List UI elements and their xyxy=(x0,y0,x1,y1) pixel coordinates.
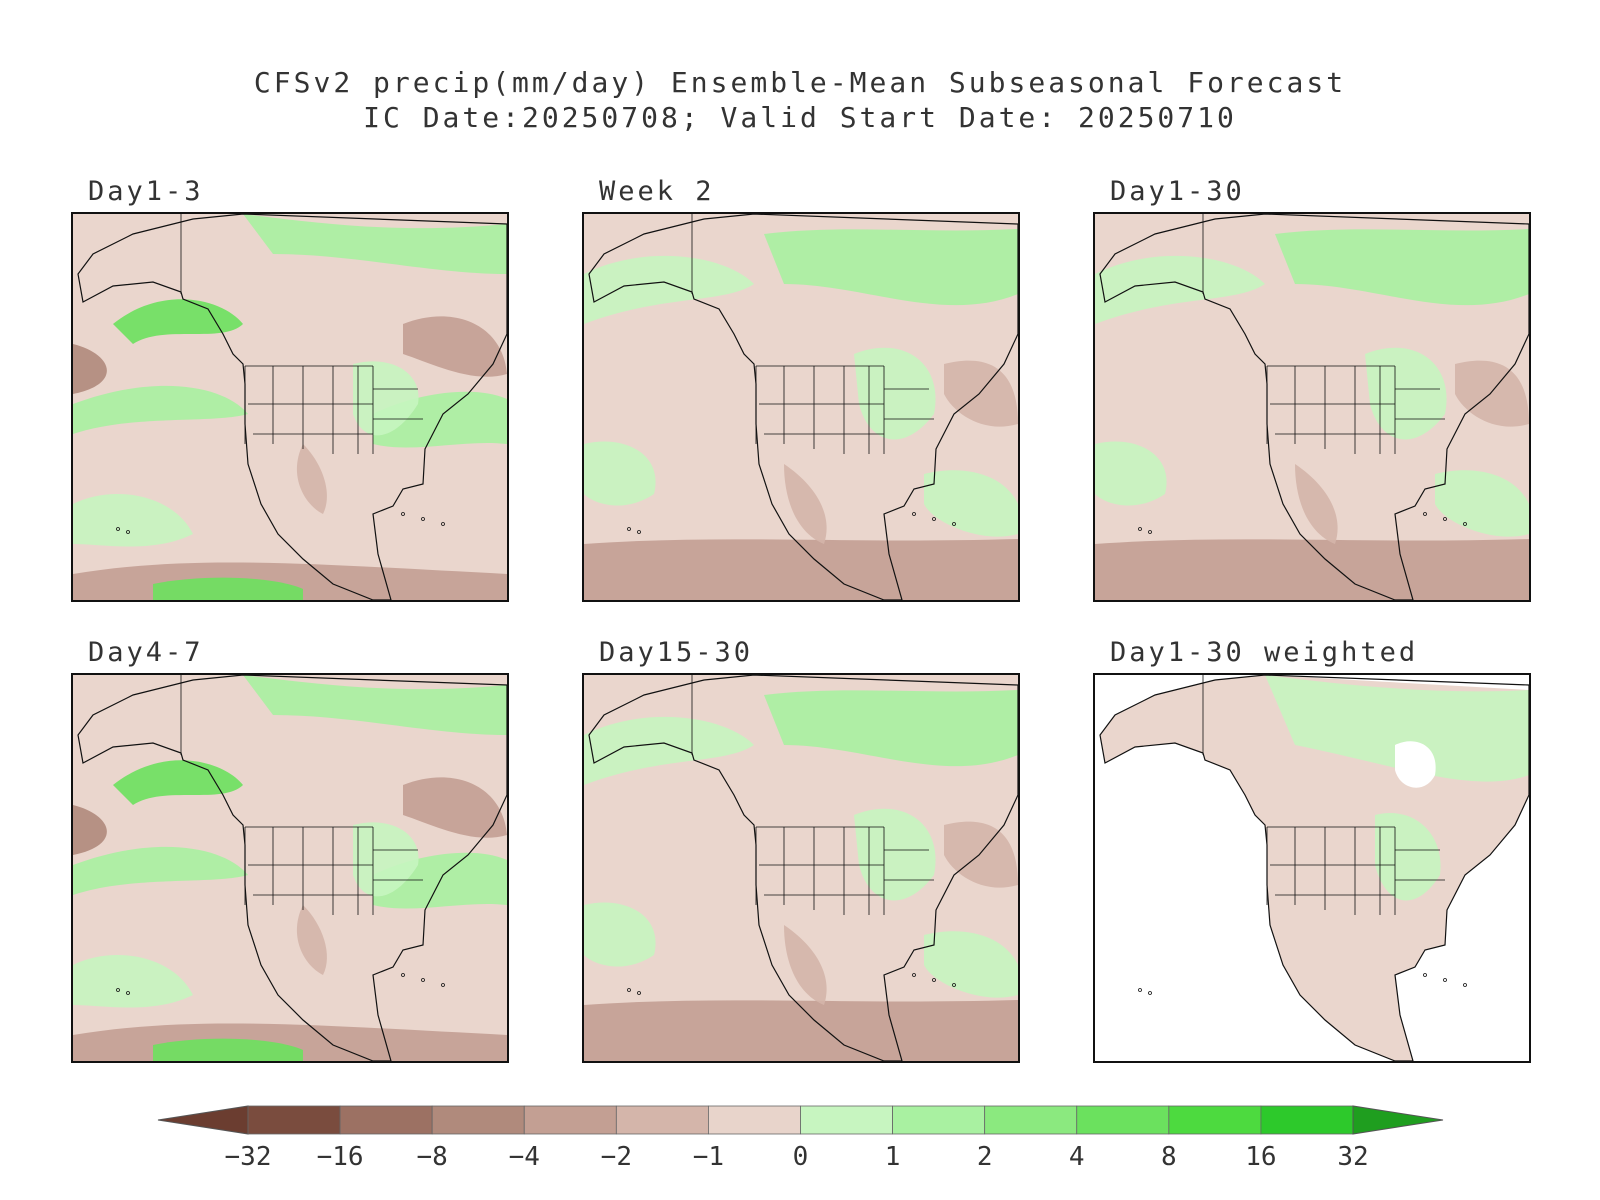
map-panel-day4-7 xyxy=(71,673,509,1063)
colorbar-tick-label: −2 xyxy=(600,1142,632,1172)
colorbar-swatch xyxy=(615,1105,709,1135)
colorbar-swatch xyxy=(984,1105,1078,1135)
colorbar-tick-label: −1 xyxy=(692,1142,725,1172)
chart-title-line-1: CFSv2 precip(mm/day) Ensemble-Mean Subse… xyxy=(253,66,1347,99)
colorbar-tick-label: −16 xyxy=(316,1142,364,1172)
panel-label-day4-7: Day4-7 xyxy=(88,637,204,668)
coastline xyxy=(588,214,1018,600)
colorbar-tick-label: −4 xyxy=(508,1142,540,1172)
state-borders xyxy=(1266,826,1445,915)
colorbar-swatch xyxy=(431,1105,525,1135)
state-borders xyxy=(244,826,423,915)
colorbar xyxy=(157,1105,1444,1135)
map-panel-day1-30 xyxy=(1093,212,1531,602)
colorbar-swatch xyxy=(892,1105,986,1135)
map-day1-3-svg xyxy=(73,214,507,600)
colorbar-tick-label: −8 xyxy=(416,1142,448,1172)
coastline xyxy=(1099,675,1529,1061)
colorbar-tick-label: −32 xyxy=(224,1142,272,1172)
colorbar-tick-label: 4 xyxy=(1068,1142,1085,1172)
map-day1-30-weighted-svg xyxy=(1095,675,1529,1061)
colorbar-swatch xyxy=(708,1105,801,1135)
coastline xyxy=(77,214,507,600)
state-borders xyxy=(1266,365,1445,454)
colorbar-high-arrow xyxy=(1352,1105,1444,1135)
colorbar-swatch xyxy=(247,1105,341,1135)
colorbar-tick-label: 2 xyxy=(976,1142,993,1172)
colorbar-tick-label: 1 xyxy=(884,1142,901,1172)
map-day15-30-svg xyxy=(584,675,1018,1061)
panel-label-day1-30: Day1-30 xyxy=(1110,176,1245,207)
map-panel-day1-30-weighted xyxy=(1093,673,1531,1063)
map-week2-svg xyxy=(584,214,1018,600)
coastline xyxy=(77,675,507,1061)
panel-label-day1-30-weighted: Day1-30 weighted xyxy=(1110,637,1419,668)
map-panel-day1-3 xyxy=(71,212,509,602)
map-panel-day15-30 xyxy=(582,673,1020,1063)
chart-title-line-2: IC Date:20250708; Valid Start Date: 2025… xyxy=(363,101,1237,134)
coastline xyxy=(588,675,1018,1061)
colorbar-tick-label: 32 xyxy=(1337,1142,1369,1172)
colorbar-swatch xyxy=(523,1105,617,1135)
state-borders xyxy=(755,826,934,915)
panel-label-week2: Week 2 xyxy=(599,176,715,207)
colorbar-tick-label: 16 xyxy=(1245,1142,1277,1172)
colorbar-low-arrow xyxy=(157,1105,249,1135)
colorbar-tick-label: 0 xyxy=(792,1142,809,1172)
colorbar-swatch xyxy=(339,1105,433,1135)
colorbar-swatch xyxy=(1076,1105,1170,1135)
state-borders xyxy=(244,365,423,454)
coastline xyxy=(1099,214,1529,600)
colorbar-tick-label: 8 xyxy=(1161,1142,1177,1172)
map-day4-7-svg xyxy=(73,675,507,1061)
map-day1-30-svg xyxy=(1095,214,1529,600)
panel-label-day1-3: Day1-3 xyxy=(88,176,204,207)
colorbar-swatch xyxy=(800,1105,893,1135)
panel-label-day15-30: Day15-30 xyxy=(599,637,754,668)
colorbar-swatch xyxy=(1260,1105,1354,1135)
state-borders xyxy=(755,365,934,454)
map-panel-week2 xyxy=(582,212,1020,602)
colorbar-swatch xyxy=(1168,1105,1262,1135)
